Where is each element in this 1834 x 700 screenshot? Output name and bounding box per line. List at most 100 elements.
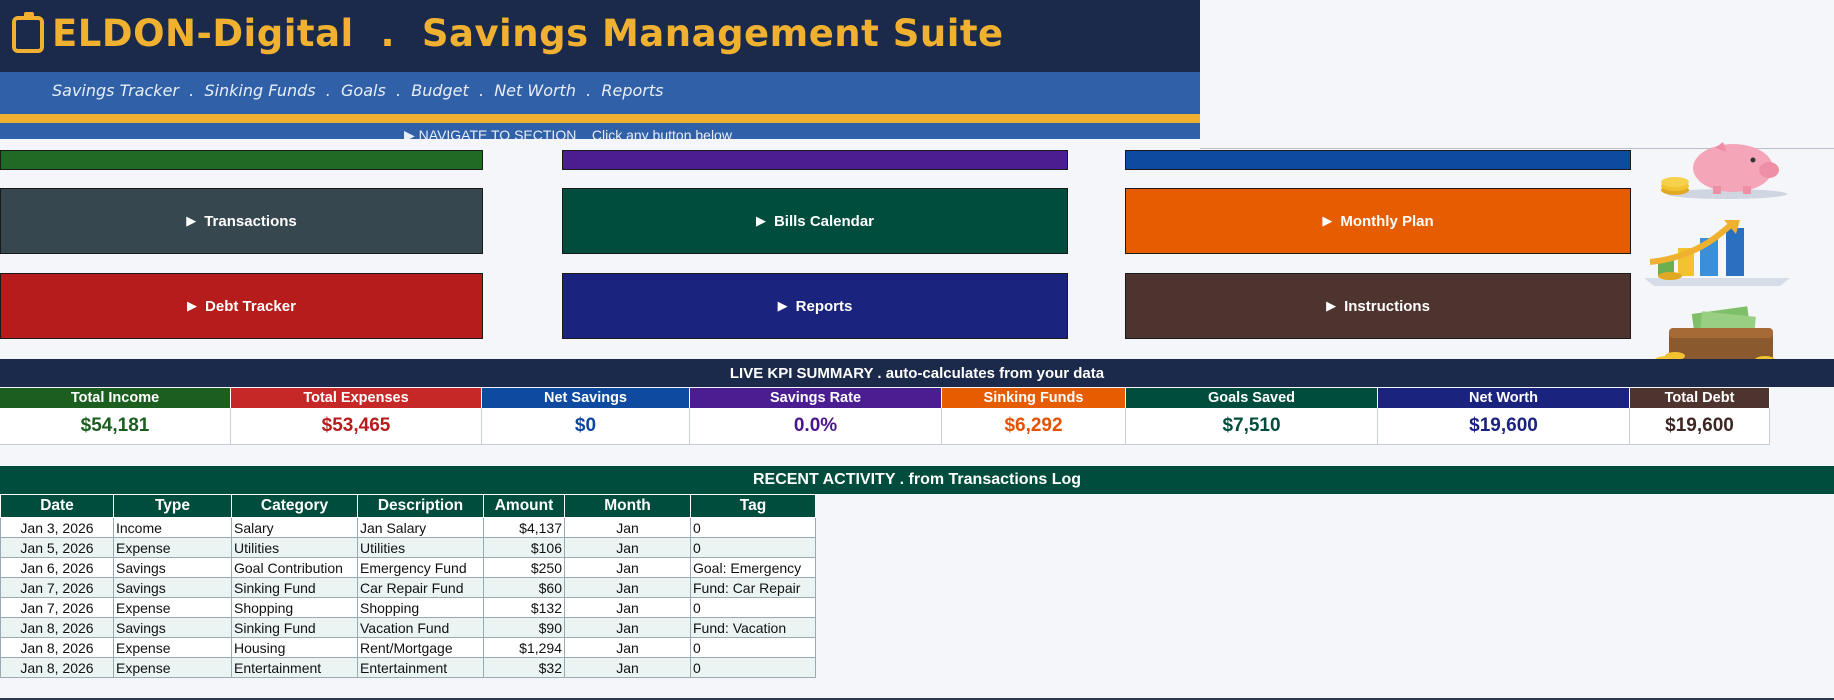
table-cell: Jan 8, 2026 xyxy=(0,637,114,658)
table-cell: Savings xyxy=(113,577,232,598)
table-cell: $60 xyxy=(483,577,565,598)
table-cell: 0 xyxy=(690,517,816,538)
nav-button-partial-1[interactable] xyxy=(0,150,483,170)
divider xyxy=(1200,148,1834,149)
table-cell: Sinking Fund xyxy=(231,577,358,598)
table-cell: Rent/Mortgage xyxy=(357,637,484,658)
table-cell: Housing xyxy=(231,637,358,658)
nav-hint: ▶ NAVIGATE TO SECTION Click any button b… xyxy=(404,127,732,139)
table-cell: Expense xyxy=(113,537,232,558)
table-cell: $1,294 xyxy=(483,637,565,658)
kpi-label: Sinking Funds xyxy=(942,388,1126,408)
kpi-value: $7,510 xyxy=(1126,408,1378,445)
play-arrow-icon: ▶ xyxy=(755,213,766,228)
column-header[interactable]: Month xyxy=(564,494,691,518)
nav-button-partial-3[interactable] xyxy=(1125,150,1631,170)
debt-tracker-button[interactable]: ▶ Debt Tracker xyxy=(0,273,483,339)
table-cell: Expense xyxy=(113,657,232,678)
table-cell: Goal: Emergency xyxy=(690,557,816,578)
kpi-value: $19,600 xyxy=(1378,408,1630,445)
table-cell: Jan xyxy=(564,597,691,618)
app-header xyxy=(0,0,1200,72)
column-header[interactable]: Description xyxy=(357,494,484,518)
table-cell: $4,137 xyxy=(483,517,565,538)
table-cell: 0 xyxy=(690,657,816,678)
table-cell: $32 xyxy=(483,657,565,678)
gold-divider xyxy=(0,114,1200,123)
activity-table: Date Type Category Description Amount Month Ta… xyxy=(0,494,816,678)
table-cell: Vacation Fund xyxy=(357,617,484,638)
table-cell: $90 xyxy=(483,617,565,638)
bills-calendar-button[interactable]: ▶ Bills Calendar xyxy=(562,188,1068,254)
kpi-value: $19,600 xyxy=(1630,408,1770,445)
kpi-label: Total Expenses xyxy=(231,388,482,408)
table-row[interactable]: Jan 7, 2026 Savings Sinking Fund Car Repair… xyxy=(0,577,816,598)
reports-button[interactable]: ▶ Reports xyxy=(562,273,1068,339)
table-cell: Jan 5, 2026 xyxy=(0,537,114,558)
table-cell: $106 xyxy=(483,537,565,558)
button-label: Monthly Plan xyxy=(1340,212,1434,230)
play-arrow-icon: ▶ xyxy=(777,298,788,313)
table-cell: Jan xyxy=(564,617,691,638)
table-cell: Income xyxy=(113,517,232,538)
kpi-value: $54,181 xyxy=(0,408,231,445)
column-header[interactable]: Date xyxy=(0,494,114,518)
table-cell: Jan xyxy=(564,557,691,578)
table-cell: Savings xyxy=(113,557,232,578)
monthly-plan-button[interactable]: ▶ Monthly Plan xyxy=(1125,188,1631,254)
growth-chart-icon xyxy=(1644,220,1790,286)
play-arrow-icon: ▶ xyxy=(1322,213,1333,228)
play-arrow-icon: ▶ xyxy=(1326,298,1337,313)
table-cell: $250 xyxy=(483,557,565,578)
button-label: Transactions xyxy=(204,212,297,230)
table-cell: Car Repair Fund xyxy=(357,577,484,598)
column-header[interactable]: Type xyxy=(113,494,232,518)
column-header[interactable]: Amount xyxy=(483,494,565,518)
column-header[interactable]: Tag xyxy=(690,494,816,518)
table-row[interactable]: Jan 5, 2026 Expense Utilities Utilities $106… xyxy=(0,537,816,558)
table-row[interactable]: Jan 3, 2026 Income Salary Jan Salary $4,137 J… xyxy=(0,517,816,538)
table-cell: Goal Contribution xyxy=(231,557,358,578)
nav-hint-bar xyxy=(0,123,1200,139)
kpi-value: 0.0% xyxy=(690,408,942,445)
table-cell: Jan 8, 2026 xyxy=(0,617,114,638)
table-cell: Shopping xyxy=(231,597,358,618)
kpi-label: Total Income xyxy=(0,388,231,408)
nav-button-partial-2[interactable] xyxy=(562,150,1068,170)
button-label: Debt Tracker xyxy=(205,297,296,315)
table-cell: Fund: Car Repair xyxy=(690,577,816,598)
transactions-button[interactable]: ▶ Transactions xyxy=(0,188,483,254)
play-arrow-icon: ▶ xyxy=(186,213,197,228)
button-label: Reports xyxy=(795,297,853,315)
table-header-row: Date Type Category Description Amount Month Ta… xyxy=(0,494,816,518)
table-cell: Entertainment xyxy=(231,657,358,678)
table-row[interactable]: Jan 8, 2026 Expense Housing Rent/Mortgage $1… xyxy=(0,637,816,658)
table-cell: 0 xyxy=(690,597,816,618)
table-cell: Jan xyxy=(564,517,691,538)
column-header[interactable]: Category xyxy=(231,494,358,518)
table-cell: Fund: Vacation xyxy=(690,617,816,638)
table-cell: Jan xyxy=(564,577,691,598)
table-cell: Jan xyxy=(564,657,691,678)
table-cell: Jan xyxy=(564,637,691,658)
table-body: Jan 3, 2026 Income Salary Jan Salary $4,137 J… xyxy=(0,517,816,678)
table-cell: Jan 8, 2026 xyxy=(0,657,114,678)
bottom-border xyxy=(0,698,1834,700)
piggy-bank-icon xyxy=(1661,142,1787,199)
clipboard-icon xyxy=(12,12,44,53)
kpi-label: Total Debt xyxy=(1630,388,1770,408)
instructions-button[interactable]: ▶ Instructions xyxy=(1125,273,1631,339)
table-cell: Utilities xyxy=(231,537,358,558)
table-row[interactable]: Jan 8, 2026 Savings Sinking Fund Vacation F… xyxy=(0,617,816,638)
table-cell: Salary xyxy=(231,517,358,538)
kpi-label: Goals Saved xyxy=(1126,388,1378,408)
table-cell: Sinking Fund xyxy=(231,617,358,638)
kpi-summary-title: LIVE KPI SUMMARY . auto-calculates from … xyxy=(0,359,1834,387)
kpi-value: $53,465 xyxy=(231,408,482,445)
table-cell: Jan Salary xyxy=(357,517,484,538)
table-row[interactable]: Jan 6, 2026 Savings Goal Contribution Emerg… xyxy=(0,557,816,578)
table-row[interactable]: Jan 8, 2026 Expense Entertainment Entertain… xyxy=(0,657,816,678)
table-cell: Jan 6, 2026 xyxy=(0,557,114,578)
table-row[interactable]: Jan 7, 2026 Expense Shopping Shopping $132 Ja… xyxy=(0,597,816,618)
button-label: Instructions xyxy=(1344,297,1430,315)
